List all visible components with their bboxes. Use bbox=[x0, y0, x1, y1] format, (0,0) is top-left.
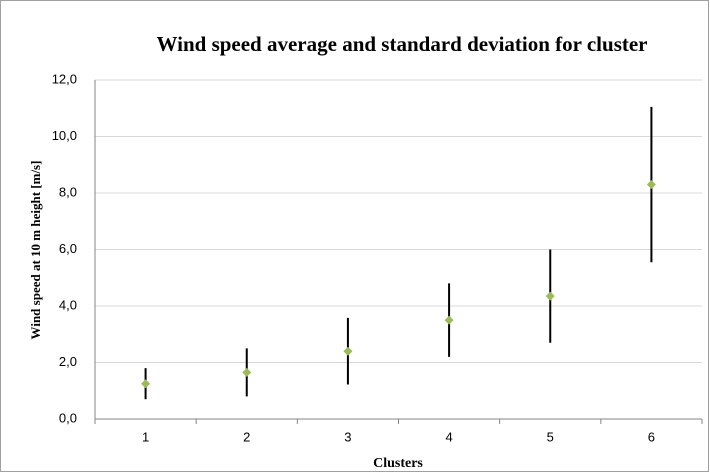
y-tick-label: 0,0 bbox=[59, 410, 77, 425]
x-tick-label: 6 bbox=[648, 429, 655, 444]
y-tick-label: 12,0 bbox=[52, 71, 77, 86]
point bbox=[343, 346, 353, 356]
y-tick-label: 8,0 bbox=[59, 184, 77, 199]
x-tick-label: 5 bbox=[547, 429, 554, 444]
point bbox=[545, 291, 555, 301]
y-tick-label: 2,0 bbox=[59, 354, 77, 369]
x-tick-label: 2 bbox=[243, 429, 250, 444]
y-tick-label: 6,0 bbox=[59, 241, 77, 256]
x-tick-label: 3 bbox=[344, 429, 351, 444]
x-axis-label: Clusters bbox=[373, 456, 423, 471]
point bbox=[242, 367, 252, 377]
x-tick-label: 1 bbox=[142, 429, 149, 444]
y-tick-label: 10,0 bbox=[52, 128, 77, 143]
y-tick-label: 4,0 bbox=[59, 297, 77, 312]
x-tick-label: 4 bbox=[445, 429, 452, 444]
point bbox=[444, 315, 454, 325]
y-axis-label: Wind speed at 10 m height [m/s] bbox=[28, 161, 43, 340]
point bbox=[646, 180, 656, 190]
chart-title: Wind speed average and standard deviatio… bbox=[157, 32, 648, 56]
point bbox=[141, 379, 151, 389]
